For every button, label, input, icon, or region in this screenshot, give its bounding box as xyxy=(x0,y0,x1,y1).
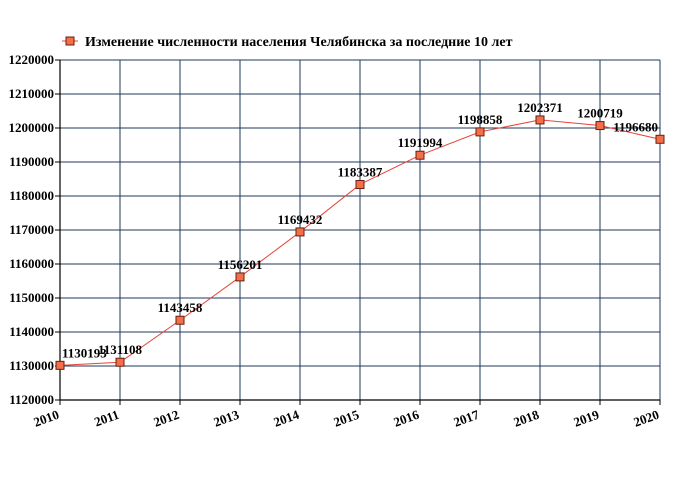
y-axis-tick-labels: 1120000 1130000 1140000 1150000 1160000 11700… xyxy=(9,52,55,407)
y-tick-label: 1210000 xyxy=(9,86,55,101)
data-point-marker xyxy=(595,121,605,131)
data-point-marker xyxy=(295,227,305,237)
x-tick-label: 2012 xyxy=(151,407,181,430)
y-tick-label: 1140000 xyxy=(9,324,54,339)
legend-label: Изменение численности населения Челябинс… xyxy=(85,35,513,50)
y-tick-label: 1160000 xyxy=(9,256,54,271)
y-tick-label: 1190000 xyxy=(9,154,54,169)
data-point-marker xyxy=(535,115,545,125)
axes xyxy=(55,59,661,405)
series-markers xyxy=(55,115,665,370)
data-label: 1183387 xyxy=(338,164,383,179)
y-tick-label: 1200000 xyxy=(9,120,55,135)
data-point-marker xyxy=(355,179,365,189)
data-label: 1169432 xyxy=(278,212,323,227)
x-tick-label: 2013 xyxy=(211,407,241,430)
x-tick-label: 2019 xyxy=(571,407,601,430)
data-label: 1191994 xyxy=(398,135,443,150)
legend-marker-swatch xyxy=(65,36,75,46)
data-point-marker xyxy=(175,315,185,325)
data-point-marker xyxy=(475,127,485,137)
y-tick-label: 1150000 xyxy=(9,290,54,305)
data-point-marker xyxy=(235,272,245,282)
x-tick-label: 2010 xyxy=(31,407,61,430)
y-tick-label: 1130000 xyxy=(9,358,54,373)
y-tick-label: 1170000 xyxy=(9,222,54,237)
data-label: 1202371 xyxy=(517,100,563,115)
data-point-marker xyxy=(655,134,665,144)
x-tick-label: 2017 xyxy=(451,407,481,430)
x-tick-label: 2020 xyxy=(631,407,661,430)
data-label: 1131108 xyxy=(98,342,143,357)
x-tick-label: 2011 xyxy=(92,407,121,430)
y-tick-label: 1180000 xyxy=(9,188,54,203)
y-tick-label: 1120000 xyxy=(9,392,54,407)
y-tick-label: 1220000 xyxy=(9,52,55,67)
data-point-marker xyxy=(115,357,125,367)
data-label: 1198858 xyxy=(458,112,503,127)
chart-legend: Изменение численности населения Челябинс… xyxy=(62,35,513,50)
x-tick-label: 2016 xyxy=(391,407,421,430)
data-point-marker xyxy=(415,150,425,160)
x-axis-tick-labels: 2010 2011 2012 2013 2014 2015 2016 2017 2018 2019… xyxy=(31,407,661,430)
data-point-marker xyxy=(55,360,65,370)
data-label: 1156201 xyxy=(218,257,263,272)
data-label: 1196680 xyxy=(613,119,658,134)
x-tick-label: 2018 xyxy=(511,407,541,430)
x-tick-label: 2014 xyxy=(271,407,301,430)
x-tick-label: 2015 xyxy=(331,407,361,430)
data-label: 1200719 xyxy=(577,106,623,121)
data-label: 1143458 xyxy=(158,300,203,315)
grid xyxy=(59,59,661,401)
data-label: 1130193 xyxy=(62,345,107,360)
